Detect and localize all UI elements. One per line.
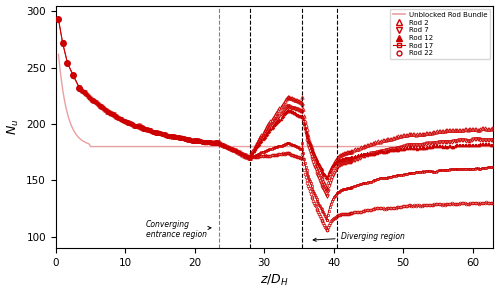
Text: Converging
entrance region: Converging entrance region <box>146 220 211 239</box>
Text: Diverging region: Diverging region <box>313 232 405 241</box>
Legend: Unblocked Rod Bundle, Rod 2, Rod 7, Rod 12, Rod 17, Rod 22: Unblocked Rod Bundle, Rod 2, Rod 7, Rod … <box>390 9 490 59</box>
X-axis label: $z/D_H$: $z/D_H$ <box>260 273 289 288</box>
Y-axis label: $N_u$: $N_u$ <box>5 118 20 135</box>
